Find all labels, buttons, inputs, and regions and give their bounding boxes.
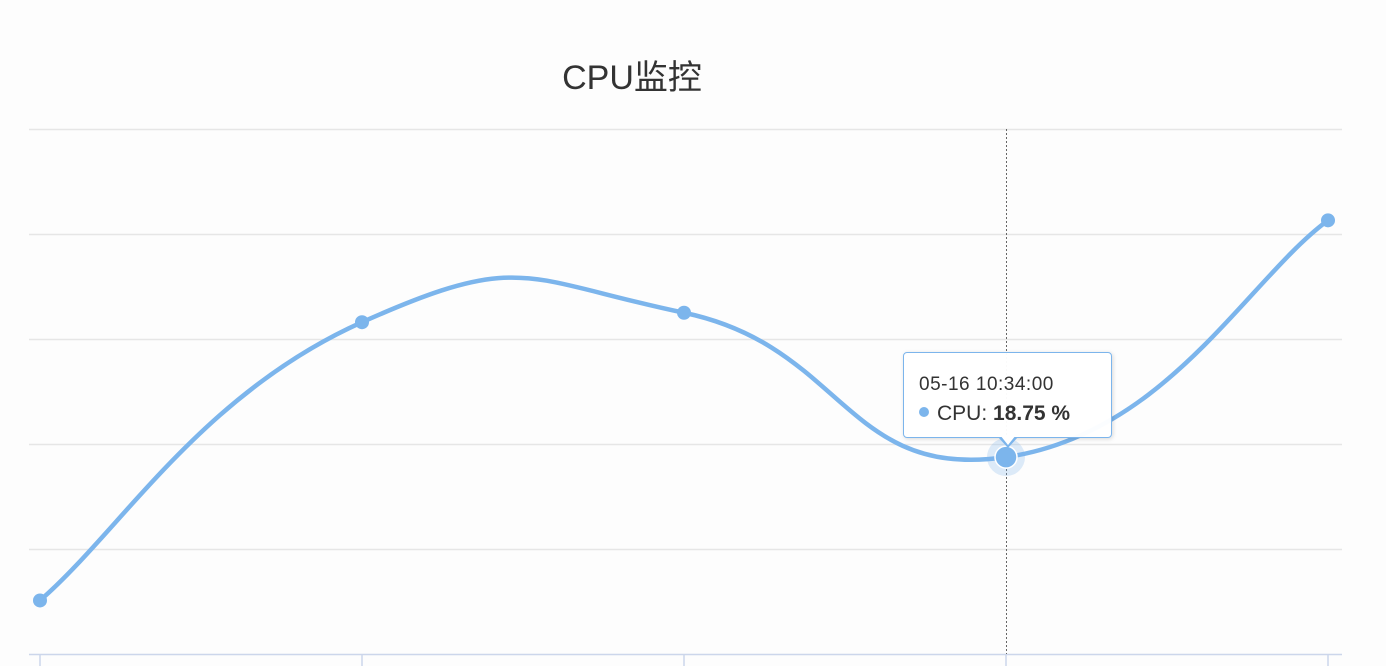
series-line-cpu[interactable] [37, 218, 1331, 603]
grid-lines [29, 128, 1342, 551]
data-point[interactable] [355, 315, 369, 330]
series-cpu[interactable] [37, 218, 1331, 603]
tooltip-row: CPU: 18.75 % [919, 399, 1111, 429]
tooltip-pointer [998, 435, 1018, 448]
x-axis [29, 653, 1342, 666]
tooltip-time: 05-16 10:34:00 [919, 374, 1054, 395]
tooltip-separator: : [981, 402, 988, 425]
data-point[interactable] [677, 305, 691, 320]
chart-title: CPU监控 [562, 59, 702, 97]
data-point[interactable] [1321, 213, 1335, 228]
series-marker-icon [919, 407, 929, 418]
data-point-highlighted[interactable] [994, 445, 1018, 469]
tooltip: 05-16 10:34:00 CPU: 18.75 % [903, 352, 1112, 448]
data-point[interactable] [33, 593, 47, 608]
tooltip-value: 18.75 % [993, 402, 1071, 425]
tooltip-series-name: CPU [937, 402, 982, 425]
